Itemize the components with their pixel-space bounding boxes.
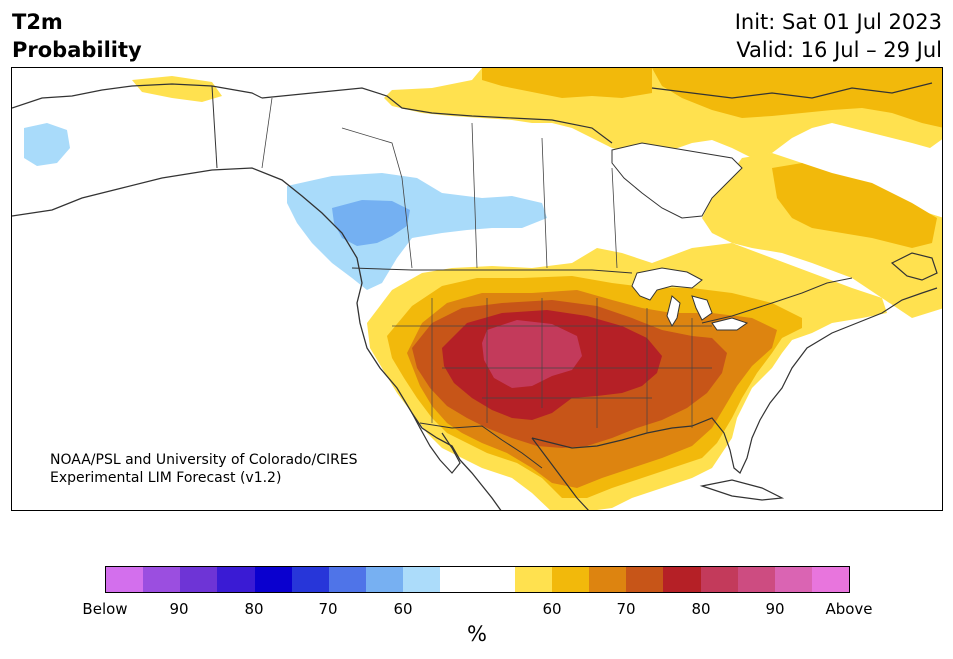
colorbar-tick-label: 60	[393, 600, 413, 618]
colorbar-segment	[217, 567, 255, 592]
coastline-alaska	[12, 83, 263, 109]
colorbar-segment	[366, 567, 404, 592]
region-below-60-alaska	[24, 123, 70, 166]
coastline-west	[12, 167, 502, 510]
colorbar-segment	[663, 567, 701, 592]
title-product: Probability	[12, 38, 142, 62]
colorbar-segment	[737, 567, 775, 592]
colorbar-segment	[589, 567, 627, 592]
title-block: T2m Probability	[12, 8, 142, 64]
colorbar-tick-label: 90	[765, 600, 785, 618]
great-lakes	[631, 267, 749, 331]
colorbar-tick-label: 70	[318, 600, 338, 618]
colorbar-segment	[440, 567, 478, 592]
border-us-mexico	[419, 422, 543, 469]
credit-text: NOAA/PSL and University of Colorado/CIRE…	[50, 451, 358, 487]
region-above-65-north	[482, 68, 652, 98]
colorbar-segment	[774, 567, 812, 592]
colorbar-tick-label: 80	[691, 600, 711, 618]
colorbar-segment	[106, 567, 144, 592]
region-below-70-pnw	[332, 200, 410, 246]
colorbar-unit: %	[467, 622, 487, 646]
coastline-cuba	[699, 479, 785, 501]
colorbar-segment	[403, 567, 441, 592]
coastline-gulf	[531, 287, 938, 474]
credit-line-1: NOAA/PSL and University of Colorado/CIRE…	[50, 452, 358, 468]
colorbar-segment	[700, 567, 738, 592]
coastline-baja	[411, 412, 461, 474]
colorbar-segment	[811, 567, 850, 592]
colorbar-segment	[180, 567, 218, 592]
colorbar-tick-label: 60	[542, 600, 562, 618]
region-above-65-northeast	[652, 68, 942, 128]
border-alaska	[211, 85, 218, 169]
credit-line-2: Experimental LIM Forecast (v1.2)	[50, 470, 282, 486]
colorbar-tick-label: Above	[825, 600, 873, 618]
colorbar-segment	[514, 567, 552, 592]
map-canvas	[12, 68, 942, 510]
colorbar-tick-label: 90	[169, 600, 189, 618]
title-variable: T2m	[12, 10, 63, 34]
colorbar-segment	[551, 567, 590, 592]
colorbar-segment	[254, 567, 292, 592]
borders-states	[392, 298, 712, 433]
colorbar-tick-label: Below	[82, 600, 128, 618]
colorbar-segment	[328, 567, 367, 592]
coastline-mexico-east	[531, 437, 589, 510]
colorbar-segment	[143, 567, 181, 592]
probability-map: NOAA/PSL and University of Colorado/CIRE…	[11, 67, 943, 511]
region-below-60-pnw	[287, 173, 547, 290]
borders-provinces	[261, 97, 618, 269]
init-date: Init: Sat 01 Jul 2023	[734, 10, 942, 34]
region-above-65-quebec	[772, 163, 937, 248]
coastline-newfoundland	[890, 252, 938, 281]
date-block: Init: Sat 01 Jul 2023 Valid: 16 Jul – 29…	[735, 8, 942, 64]
border-us-canada	[351, 267, 853, 324]
colorbar-segment	[626, 567, 664, 592]
colorbar-tick-label: 80	[244, 600, 264, 618]
colorbar	[105, 566, 850, 593]
colorbar-segment	[477, 567, 515, 592]
colorbar-segment	[291, 567, 329, 592]
region-above-85-us	[482, 320, 582, 388]
colorbar-tick-label: 70	[616, 600, 636, 618]
hudson-bay	[611, 142, 743, 219]
coastline-arctic	[261, 82, 933, 144]
region-above-60-alaska	[132, 76, 222, 102]
valid-period: Valid: 16 Jul – 29 Jul	[736, 38, 942, 62]
